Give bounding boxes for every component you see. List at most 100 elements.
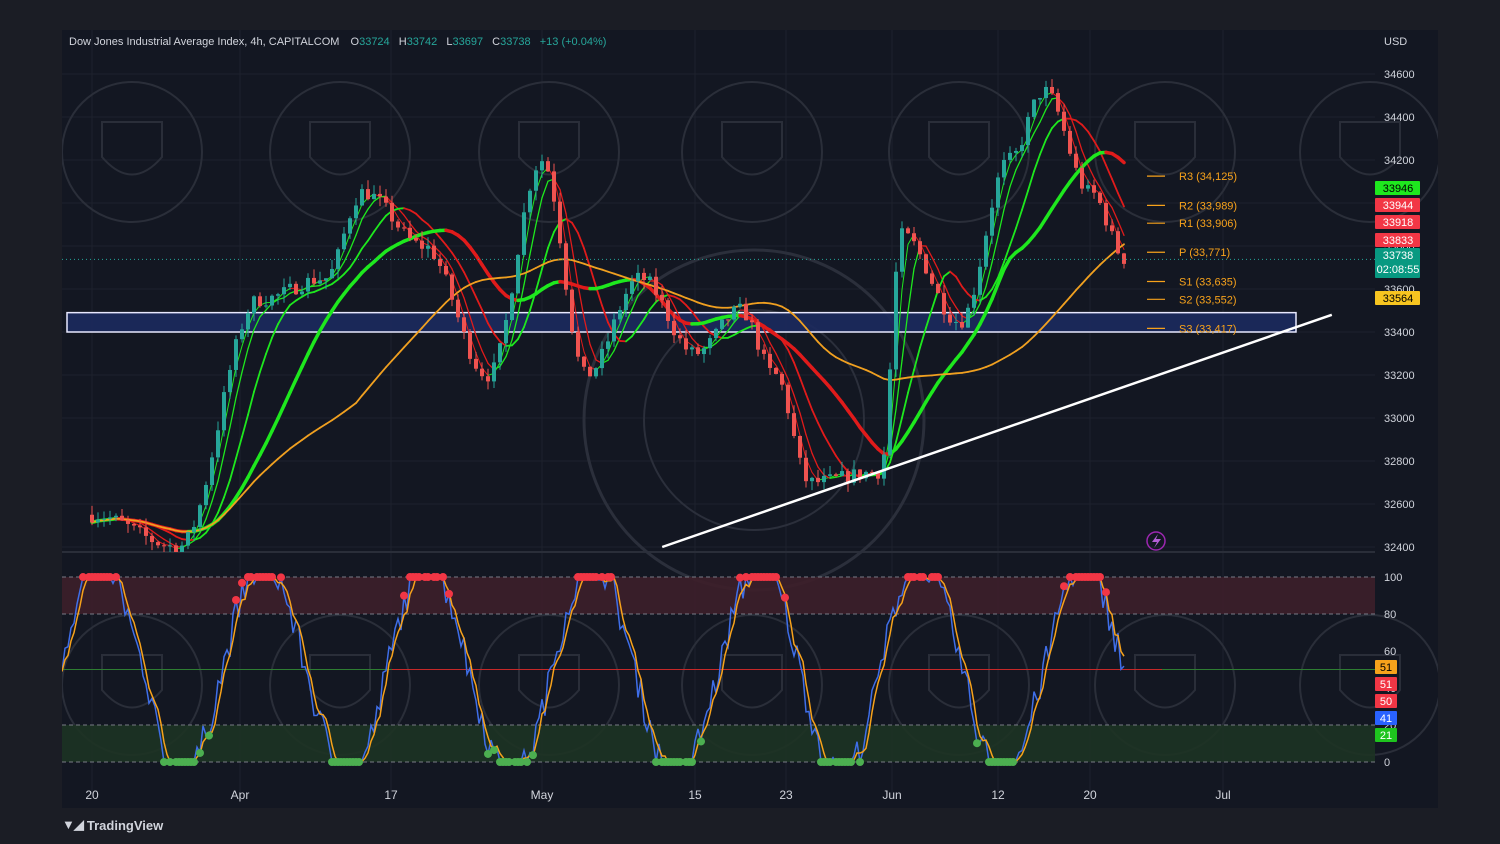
time-tick-label: 17 [384, 788, 398, 802]
ma-short [235, 371, 243, 399]
candle-body [132, 523, 136, 526]
ma-slow [709, 305, 717, 309]
candle-body [276, 294, 280, 296]
overbought-dot [910, 573, 918, 581]
ma-slow [127, 518, 135, 522]
ma-short [727, 321, 735, 332]
candle-body [588, 366, 592, 377]
ma-medium [901, 391, 909, 419]
watermark-inner-circle [643, 309, 865, 531]
oversold-dot [160, 758, 168, 766]
trendline[interactable] [661, 313, 1333, 549]
candle-body [762, 349, 766, 354]
overbought-dot [277, 573, 285, 582]
ma-short [277, 297, 285, 301]
candle-body [954, 321, 958, 323]
overbought-dot [1102, 588, 1110, 597]
oversold-dot [190, 758, 198, 766]
candle-body [444, 265, 448, 275]
ma-fast [157, 540, 165, 545]
ma-medium [295, 295, 303, 302]
watermark-circle [269, 81, 411, 223]
candle-body [408, 227, 412, 238]
price-tick-label: 34400 [1384, 112, 1415, 124]
time-tick-label: Jul [1215, 788, 1230, 802]
ma-slow [817, 340, 825, 349]
ma-medium [1033, 153, 1041, 173]
ma-slow [301, 434, 309, 441]
ma-medium [379, 214, 387, 225]
ma-medium [841, 463, 849, 473]
ma-short [721, 330, 729, 339]
ma-short [151, 530, 159, 536]
watermark-shield-icon [928, 654, 990, 709]
ma-slow [361, 387, 369, 397]
pivot-label-s2: S2 (33,552) [1179, 294, 1236, 306]
ma-slow [841, 359, 849, 365]
ma-fast [583, 351, 591, 368]
candle-body [414, 237, 418, 241]
ma-short [1069, 114, 1077, 133]
candle-body [516, 254, 520, 294]
ma-slow [433, 307, 441, 316]
candle-body [810, 477, 814, 482]
candle-body [582, 356, 586, 367]
ma-short [157, 534, 165, 540]
candle-body [720, 319, 724, 329]
candle-body [672, 320, 676, 336]
ma-medium [217, 496, 225, 514]
candle-body [306, 277, 310, 292]
replay-icon[interactable] [1146, 531, 1166, 551]
ma-slow [1021, 340, 1029, 348]
ma-medium [481, 308, 489, 325]
candle-body [402, 227, 406, 229]
overbought-dot [607, 573, 615, 581]
candle-body [222, 392, 226, 431]
candle-body [120, 515, 124, 521]
support-trendline [661, 313, 1333, 549]
ma-medium [949, 270, 957, 278]
ma-medium [535, 268, 543, 292]
candle-body [198, 505, 202, 527]
open-value: 33724 [359, 36, 390, 48]
ma-short [523, 253, 531, 286]
candle-body [702, 348, 706, 355]
candle-body [504, 319, 508, 344]
ma-slow [1105, 253, 1113, 261]
ma-slow [487, 277, 495, 280]
ma-short [715, 337, 723, 344]
ma-medium [247, 390, 255, 416]
ma-medium [277, 312, 285, 326]
ma-short [403, 214, 411, 225]
price-tag [1375, 181, 1420, 195]
candle-body [1008, 152, 1012, 160]
ma-medium [367, 230, 375, 242]
ma-slow [763, 301, 771, 305]
osc-value-tag [1375, 660, 1397, 674]
ma-medium [541, 247, 549, 270]
ma-short [1033, 121, 1041, 134]
ma-slow [505, 275, 513, 279]
candle-body [852, 469, 856, 483]
overbought-dot [1096, 573, 1104, 581]
ma-short [499, 355, 507, 368]
ma-short [535, 197, 543, 225]
osc-value-tag [1375, 694, 1397, 708]
ma-medium [325, 283, 333, 288]
ma-short [337, 261, 345, 273]
tradingview-logo[interactable]: ▼◢ TradingView [62, 817, 163, 833]
chart-panel[interactable]: R3 (34,125) R2 (33,989) R1 (33,906) P (33,7… [62, 30, 1438, 808]
ma-slow [1003, 353, 1011, 360]
candles[interactable] [90, 79, 1126, 559]
ma-short [445, 258, 453, 270]
candle-body [228, 369, 232, 393]
pivot-label-p: P (33,771) [1179, 247, 1230, 259]
overbought-dot [919, 573, 927, 581]
candle-body [522, 212, 526, 255]
chart-canvas[interactable]: R3 (34,125) R2 (33,989) R1 (33,906) P (33,7… [62, 30, 1438, 808]
candle-body [540, 161, 544, 171]
ma-medium [979, 295, 987, 302]
ma-medium [739, 327, 747, 333]
ma-long [324, 309, 334, 323]
ma-short [637, 286, 645, 297]
